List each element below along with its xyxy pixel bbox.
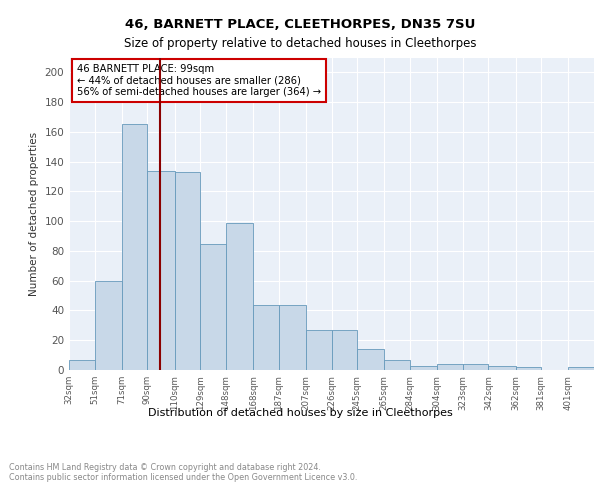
Bar (69, 360, 95, 370)
Text: Size of property relative to detached houses in Cleethorpes: Size of property relative to detached ho… (124, 38, 476, 51)
Text: 46, BARNETT PLACE, CLEETHORPES, DN35 7SU: 46, BARNETT PLACE, CLEETHORPES, DN35 7SU (125, 18, 475, 30)
Bar (95, 280, 122, 370)
Text: 46 BARNETT PLACE: 99sqm
← 44% of detached houses are smaller (286)
56% of semi-d: 46 BARNETT PLACE: 99sqm ← 44% of detache… (77, 64, 321, 97)
Bar (253, 304, 279, 370)
Bar (226, 222, 253, 370)
Bar (357, 349, 384, 370)
Bar (594, 367, 600, 370)
Bar (122, 124, 148, 370)
Bar (568, 367, 594, 370)
Bar (148, 170, 175, 370)
Bar (200, 244, 226, 370)
Bar (306, 330, 331, 370)
Text: Contains HM Land Registry data © Crown copyright and database right 2024.
Contai: Contains HM Land Registry data © Crown c… (9, 462, 358, 482)
Text: Distribution of detached houses by size in Cleethorpes: Distribution of detached houses by size … (148, 408, 452, 418)
Bar (437, 364, 463, 370)
Bar (488, 366, 515, 370)
Bar (515, 367, 541, 370)
Bar (175, 172, 200, 370)
Bar (410, 366, 437, 370)
Bar (279, 304, 306, 370)
Y-axis label: Number of detached properties: Number of detached properties (29, 132, 39, 296)
Bar (384, 360, 410, 370)
Bar (463, 364, 488, 370)
Bar (332, 330, 357, 370)
